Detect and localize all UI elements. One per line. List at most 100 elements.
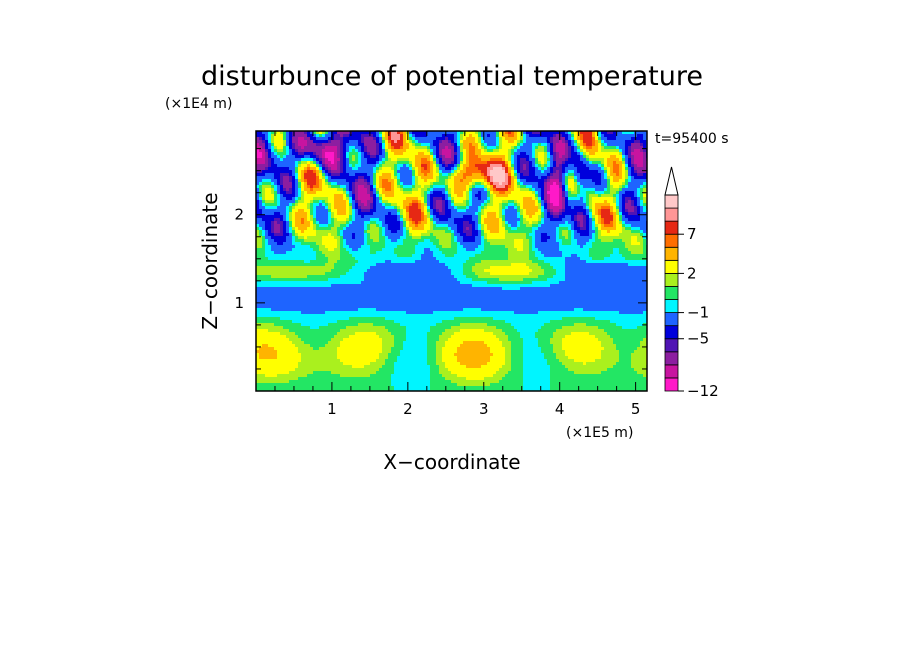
heatmap-cell xyxy=(328,230,332,234)
heatmap-cell xyxy=(424,236,428,240)
heatmap-cell xyxy=(301,206,305,210)
heatmap-cell xyxy=(496,197,500,201)
heatmap-cell xyxy=(364,146,368,150)
heatmap-cell xyxy=(391,230,395,234)
heatmap-cell xyxy=(265,209,269,213)
heatmap-cell xyxy=(382,143,386,147)
heatmap-cell xyxy=(526,149,530,153)
heatmap-cell xyxy=(544,227,548,231)
heatmap-cell xyxy=(322,152,326,156)
heatmap-cell xyxy=(460,194,464,198)
heatmap-cell xyxy=(283,149,287,153)
heatmap-cell xyxy=(403,200,407,204)
heatmap-cell xyxy=(625,149,629,153)
heatmap-cell xyxy=(328,206,332,210)
heatmap-cell xyxy=(391,143,395,147)
heatmap-cell xyxy=(571,149,575,153)
heatmap-cell xyxy=(511,227,515,231)
heatmap-cell xyxy=(313,224,317,228)
heatmap-cell xyxy=(376,134,380,138)
heatmap-cell xyxy=(511,146,515,150)
heatmap-cell xyxy=(571,188,575,192)
heatmap-cell xyxy=(544,149,548,153)
heatmap-cell xyxy=(439,209,443,213)
heatmap-cell xyxy=(559,185,563,189)
heatmap-cell xyxy=(358,206,362,210)
heatmap-cell xyxy=(613,215,617,219)
heatmap-cell xyxy=(388,200,392,204)
heatmap-cell xyxy=(550,146,554,150)
heatmap-cell xyxy=(301,164,305,168)
heatmap-cell xyxy=(406,233,410,237)
heatmap-cell xyxy=(484,224,488,228)
heatmap-cell xyxy=(301,149,305,153)
heatmap-cell xyxy=(505,233,509,237)
heatmap-cell xyxy=(640,221,644,225)
heatmap-cell xyxy=(481,170,485,174)
heatmap-cell xyxy=(322,215,326,219)
heatmap-cell xyxy=(400,182,404,186)
heatmap-cell xyxy=(466,179,470,183)
heatmap-cell xyxy=(490,173,494,177)
heatmap-cell xyxy=(316,152,320,156)
heatmap-cell xyxy=(634,224,638,228)
heatmap-cell xyxy=(292,236,296,240)
heatmap-cell xyxy=(604,242,608,246)
heatmap-cell xyxy=(358,191,362,195)
heatmap-cell xyxy=(409,203,413,207)
heatmap-cell xyxy=(505,218,509,222)
heatmap-cell xyxy=(637,137,641,141)
heatmap-cell xyxy=(397,188,401,192)
heatmap-cell xyxy=(508,191,512,195)
heatmap-cell xyxy=(472,158,476,162)
heatmap-cell xyxy=(292,158,296,162)
heatmap-cell xyxy=(544,242,548,246)
heatmap-cell xyxy=(352,179,356,183)
heatmap-cell xyxy=(547,182,551,186)
heatmap-cell xyxy=(256,188,260,192)
heatmap-cell xyxy=(289,146,293,150)
heatmap-cell xyxy=(271,140,275,144)
heatmap-cell xyxy=(349,146,353,150)
heatmap-cell xyxy=(436,155,440,159)
heatmap-cell xyxy=(331,209,335,213)
heatmap-cell xyxy=(316,161,320,165)
heatmap-cell xyxy=(454,167,458,171)
heatmap-cell xyxy=(283,215,287,219)
heatmap-cell xyxy=(637,164,641,168)
heatmap-cell xyxy=(457,143,461,147)
heatmap-cell xyxy=(544,200,548,204)
heatmap-cell xyxy=(358,230,362,234)
heatmap-cell xyxy=(559,176,563,180)
heatmap-cell xyxy=(592,242,596,246)
heatmap-cell xyxy=(415,221,419,225)
heatmap-cell xyxy=(643,176,647,180)
heatmap-cell xyxy=(484,200,488,204)
heatmap-cell xyxy=(580,155,584,159)
heatmap-cell xyxy=(643,194,647,198)
heatmap-cell xyxy=(448,236,452,240)
heatmap-cell xyxy=(373,131,377,135)
heatmap-cell xyxy=(478,179,482,183)
heatmap-cell xyxy=(382,221,386,225)
heatmap-cell xyxy=(391,182,395,186)
heatmap-cell xyxy=(415,227,419,231)
heatmap-cell xyxy=(358,161,362,165)
heatmap-cell xyxy=(322,179,326,183)
heatmap-cell xyxy=(589,173,593,177)
heatmap-cell xyxy=(457,224,461,228)
heatmap-cell xyxy=(451,242,455,246)
heatmap-cell xyxy=(379,176,383,180)
heatmap-cell xyxy=(634,146,638,150)
heatmap-cell xyxy=(592,140,596,144)
heatmap-cell xyxy=(523,149,527,153)
heatmap-cell xyxy=(268,221,272,225)
heatmap-cell xyxy=(325,140,329,144)
heatmap-cell xyxy=(346,239,350,243)
heatmap-cell xyxy=(391,131,395,135)
heatmap-cell xyxy=(319,209,323,213)
heatmap-cell xyxy=(286,230,290,234)
heatmap-cell xyxy=(511,191,515,195)
heatmap-cell xyxy=(559,134,563,138)
heatmap-cell xyxy=(280,230,284,234)
